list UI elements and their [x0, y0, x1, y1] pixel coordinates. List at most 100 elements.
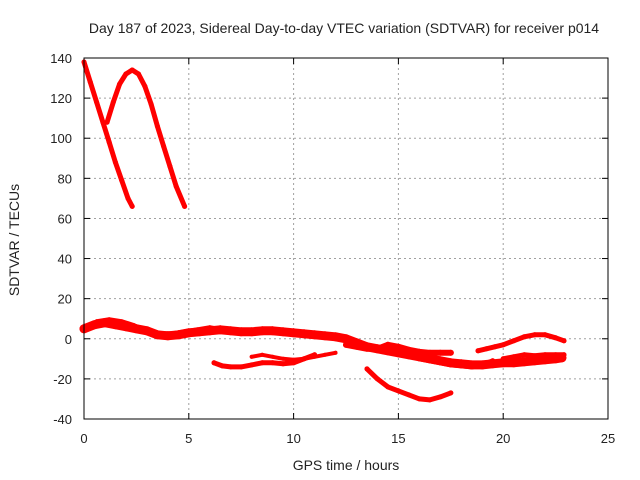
data-point — [107, 317, 111, 321]
data-point — [148, 101, 154, 107]
data-point — [416, 348, 423, 355]
data-point — [281, 356, 286, 361]
data-point — [87, 79, 93, 85]
data-point — [142, 83, 148, 89]
data-traces — [79, 59, 567, 403]
y-tick-label: 0 — [65, 332, 72, 347]
data-point — [405, 346, 412, 353]
data-point — [173, 183, 179, 189]
data-point — [323, 352, 327, 357]
data-point — [132, 323, 136, 327]
data-point — [542, 352, 548, 358]
data-point — [236, 327, 246, 337]
data-point — [479, 362, 485, 368]
data-point — [426, 349, 433, 356]
data-point — [333, 350, 338, 355]
data-point — [521, 352, 527, 358]
data-point — [542, 332, 548, 338]
x-tick-label: 5 — [185, 431, 192, 446]
data-point — [384, 341, 391, 348]
data-point — [158, 331, 161, 335]
x-tick-label: 10 — [286, 431, 300, 446]
data-point — [343, 341, 349, 348]
data-point — [553, 352, 559, 358]
data-point — [395, 343, 402, 350]
data-point — [416, 396, 422, 402]
y-axis-label: SDTVAR / TECUs — [6, 184, 22, 296]
data-point — [238, 364, 244, 370]
data-point — [270, 360, 276, 366]
data-point — [167, 163, 173, 169]
data-point — [170, 331, 174, 335]
y-tick-label: -40 — [53, 412, 72, 427]
data-point — [289, 328, 299, 338]
data-point — [364, 366, 370, 372]
data-point — [219, 363, 225, 369]
data-point — [447, 349, 454, 356]
data-point — [110, 99, 116, 105]
data-point — [247, 327, 257, 337]
y-tick-labels: -40 -20 0 20 40 60 80 100 120 140 — [50, 51, 72, 427]
data-point — [299, 329, 309, 339]
data-point — [448, 362, 454, 368]
data-point — [302, 356, 307, 361]
data-point — [341, 334, 351, 344]
data-point — [532, 332, 538, 338]
data-point — [280, 361, 286, 367]
data-point — [117, 81, 123, 87]
data-point — [220, 327, 224, 331]
x-tick-label: 25 — [601, 431, 615, 446]
data-point — [483, 346, 489, 352]
data-point — [427, 358, 433, 364]
axis-ticks — [83, 57, 609, 420]
data-point — [511, 354, 517, 360]
data-point — [395, 388, 401, 394]
y-tick-label: -20 — [53, 372, 72, 387]
data-point — [331, 332, 340, 342]
data-point — [95, 319, 99, 323]
data-point — [530, 356, 540, 366]
data-point — [226, 326, 236, 336]
y-tick-label: 140 — [50, 51, 72, 66]
data-point — [211, 360, 217, 366]
plot-frame — [83, 57, 609, 420]
data-point — [161, 143, 167, 149]
data-point — [561, 338, 567, 344]
data-point — [291, 357, 296, 362]
data-point — [406, 352, 412, 358]
data-point — [553, 335, 559, 341]
y-tick-label: 100 — [50, 131, 72, 146]
data-point — [119, 177, 125, 183]
data-point — [129, 67, 135, 73]
data-point — [385, 384, 391, 390]
data-point — [374, 376, 380, 382]
data-point — [416, 356, 422, 362]
chart-title: Day 187 of 2023, Sidereal Day-to-day VTE… — [89, 20, 599, 36]
data-point — [490, 358, 496, 364]
data-point — [110, 320, 120, 330]
data-point — [500, 342, 506, 348]
data-point — [475, 348, 481, 354]
data-point — [154, 123, 160, 129]
data-point — [136, 71, 141, 77]
data-point — [320, 331, 330, 341]
data-point — [519, 357, 529, 367]
data-point — [540, 355, 550, 365]
data-point — [183, 329, 187, 333]
data-point — [437, 349, 444, 356]
data-point — [112, 159, 118, 165]
data-point — [106, 139, 112, 145]
data-point — [500, 356, 506, 362]
x-tick-label: 20 — [496, 431, 510, 446]
data-point — [182, 203, 188, 209]
data-point — [249, 362, 255, 368]
data-point — [312, 354, 317, 359]
data-point — [427, 397, 433, 403]
y-tick-label: 40 — [58, 252, 72, 267]
data-point — [104, 119, 110, 125]
data-point — [353, 343, 360, 350]
data-point — [270, 354, 275, 359]
data-point — [532, 353, 538, 359]
series-line-10 — [475, 332, 567, 354]
data-point — [310, 330, 320, 340]
